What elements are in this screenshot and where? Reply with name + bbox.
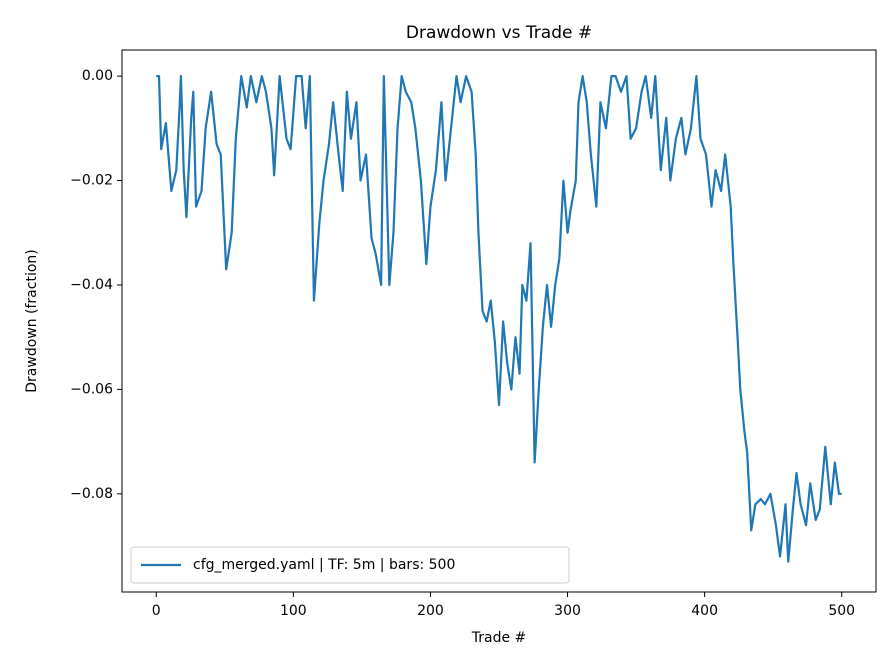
y-axis-label: Drawdown (fraction) (24, 249, 40, 393)
legend-label: cfg_merged.yaml | TF: 5m | bars: 500 (193, 557, 455, 573)
x-tick-label: 0 (152, 603, 161, 619)
x-tick-label: 100 (280, 603, 307, 619)
x-tick-label: 500 (828, 603, 855, 619)
y-tick-label: −0.04 (70, 277, 113, 293)
legend-box (130, 546, 570, 584)
x-tick-label: 200 (417, 603, 444, 619)
plot-frame (121, 49, 877, 593)
chart-title: Drawdown vs Trade # (406, 23, 592, 43)
x-tick-label: 400 (691, 603, 718, 619)
y-tick-label: −0.08 (70, 486, 113, 502)
y-tick-label: −0.02 (70, 173, 113, 189)
x-axis-label: Trade # (471, 630, 527, 646)
y-tick-label: 0.00 (82, 68, 113, 84)
legend: cfg_merged.yaml | TF: 5m | bars: 500 (130, 546, 570, 584)
y-tick-label: −0.06 (70, 381, 113, 397)
line-series (156, 75, 842, 563)
x-tick-label: 300 (554, 603, 581, 619)
